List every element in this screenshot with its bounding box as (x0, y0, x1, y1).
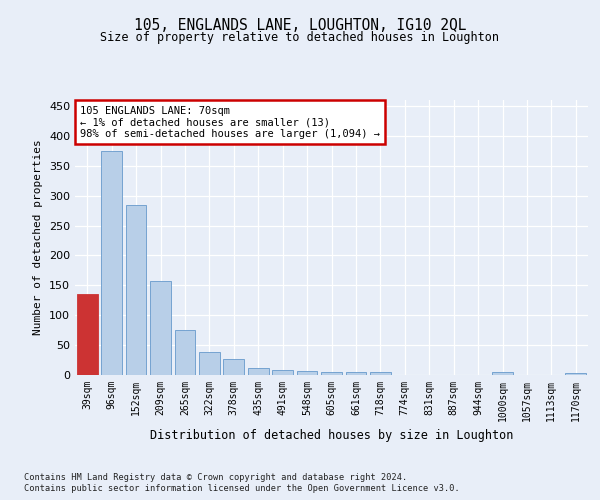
Bar (370, 372, 391, 375)
Text: Size of property relative to detached houses in Loughton: Size of property relative to detached ho… (101, 31, 499, 44)
Y-axis label: Number of detached properties: Number of detached properties (34, 140, 43, 336)
Bar (150, 281, 171, 375)
Bar (248, 368, 269, 375)
Bar (101, 151, 122, 375)
Bar (296, 372, 317, 375)
Bar (272, 370, 293, 375)
Text: 105 ENGLANDS LANE: 70sqm
← 1% of detached houses are smaller (13)
98% of semi-de: 105 ENGLANDS LANE: 70sqm ← 1% of detache… (80, 106, 380, 138)
Text: Contains public sector information licensed under the Open Government Licence v3: Contains public sector information licen… (24, 484, 460, 493)
Bar (223, 359, 244, 375)
Bar (492, 372, 513, 375)
X-axis label: Distribution of detached houses by size in Loughton: Distribution of detached houses by size … (150, 430, 513, 442)
Text: 105, ENGLANDS LANE, LOUGHTON, IG10 2QL: 105, ENGLANDS LANE, LOUGHTON, IG10 2QL (134, 18, 466, 32)
Bar (77, 294, 98, 375)
Text: Contains HM Land Registry data © Crown copyright and database right 2024.: Contains HM Land Registry data © Crown c… (24, 472, 407, 482)
Bar (125, 204, 146, 375)
Bar (565, 372, 586, 375)
Bar (321, 372, 342, 375)
Bar (199, 352, 220, 375)
Bar (175, 330, 196, 375)
Bar (346, 372, 367, 375)
